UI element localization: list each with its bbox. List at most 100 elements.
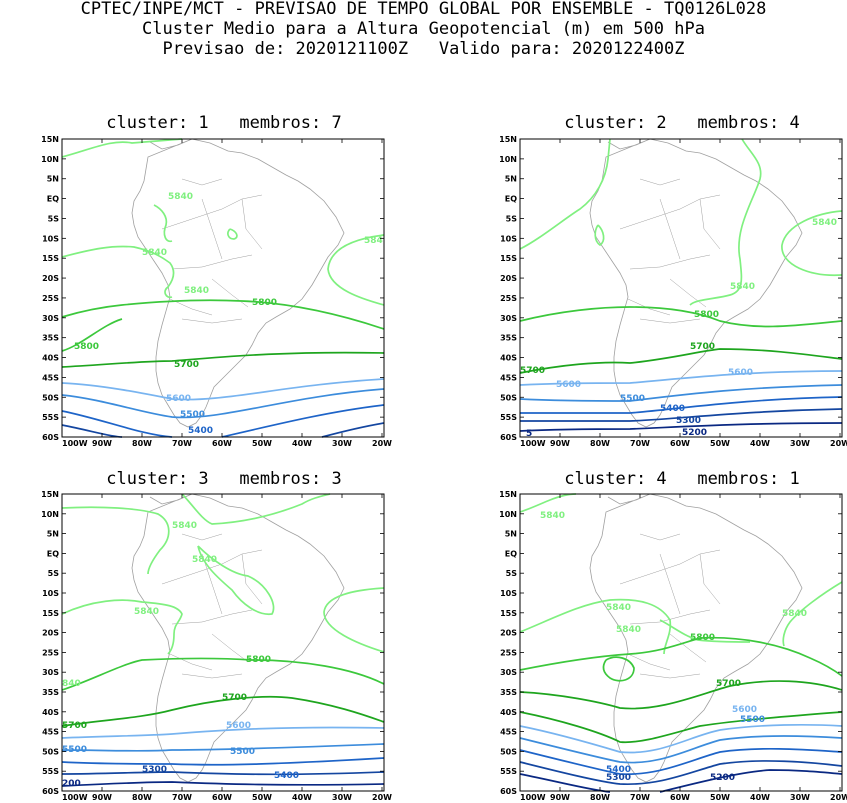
lat-label: 60S <box>42 433 59 442</box>
country-border <box>639 533 681 541</box>
contour-label: 5300 <box>606 773 631 783</box>
lon-label: 80W <box>132 793 152 802</box>
lat-label: 15N <box>41 135 59 144</box>
contour-label: 5700 <box>520 366 545 376</box>
lat-label: EQ <box>47 195 59 204</box>
country-border <box>639 318 701 324</box>
contour-label: 5700 <box>174 360 199 370</box>
contour-label: 584 <box>364 236 383 246</box>
contour-label: 5200 <box>682 428 707 438</box>
contour-label: 5800 <box>246 655 271 665</box>
lat-label: 40S <box>42 354 59 363</box>
contour-5400 <box>61 404 385 438</box>
lat-label: 40S <box>500 708 517 717</box>
country-border <box>161 194 263 230</box>
contour-5800 <box>519 636 843 677</box>
lon-label: 80W <box>132 439 152 448</box>
lat-label: 5S <box>506 569 518 578</box>
lon-label: 60W <box>212 793 232 802</box>
contour-5800 <box>61 318 123 352</box>
lat-label: 25S <box>42 648 59 657</box>
lat-label: 30S <box>42 314 59 323</box>
country-border <box>629 254 711 270</box>
lat-label: 25S <box>42 294 59 303</box>
contour-label: 5600 <box>732 705 757 715</box>
panel-1-map: 5840 5840 584 5840 5800 5800 5700 5600 5500 5400 1… <box>41 135 392 448</box>
contour-label: 5840 <box>540 511 565 521</box>
contour-5300 <box>519 760 843 786</box>
contour-5600 <box>61 726 385 739</box>
country-border <box>629 609 711 625</box>
lat-label: 40S <box>42 708 59 717</box>
lon-label: 60W <box>212 439 232 448</box>
contour-5840 <box>61 506 170 575</box>
lon-label: 90W <box>550 439 570 448</box>
contour-5400 <box>519 396 843 414</box>
country-border <box>619 194 721 230</box>
map-frame <box>61 138 385 438</box>
contour-5500 <box>519 735 843 764</box>
contour-label: 5 <box>526 429 532 439</box>
lon-label: 20W <box>372 793 392 802</box>
contour-5200 <box>61 781 385 787</box>
contour-5700 <box>61 351 385 368</box>
contour-label: 5400 <box>606 765 631 775</box>
contour-label: 5800 <box>74 342 99 352</box>
lon-label: 40W <box>292 439 312 448</box>
country-border <box>639 673 701 679</box>
lat-label: 50S <box>500 393 517 402</box>
lat-label: 60S <box>500 787 517 796</box>
contour-5840 <box>197 545 275 615</box>
panel-3-title: cluster: 3 membros: 3 <box>106 469 342 489</box>
lon-label: 20W <box>830 439 847 448</box>
lon-label: 70W <box>630 439 650 448</box>
lat-label: 15S <box>500 254 517 263</box>
lon-label: 40W <box>292 793 312 802</box>
contour-5840 <box>323 587 385 653</box>
contour-5400 <box>519 747 843 775</box>
contour-5840 <box>61 245 175 299</box>
contour-5300 <box>61 771 385 776</box>
lat-label: 5N <box>505 530 517 539</box>
lat-label: EQ <box>47 549 59 558</box>
country-border <box>627 298 671 316</box>
contour-5840 <box>689 138 762 306</box>
contour-5840 <box>594 224 605 247</box>
header-line-1: CPTEC/INPE/MCT - PREVISAO DE TEMPO GLOBA… <box>80 0 767 19</box>
lat-label: 15S <box>42 254 59 263</box>
contour-label: 5600 <box>556 380 581 390</box>
country-border <box>181 533 223 541</box>
lon-label: 30W <box>332 793 352 802</box>
contour-label: 5400 <box>188 426 213 436</box>
contour-label: 840 <box>62 679 81 689</box>
contour-label: 5800 <box>694 310 719 320</box>
lat-label: 45S <box>500 728 517 737</box>
lon-label: 70W <box>172 793 192 802</box>
lon-label: 70W <box>172 439 192 448</box>
lat-label: EQ <box>505 195 517 204</box>
contour-5840 <box>781 210 843 277</box>
lon-label: 50W <box>252 439 272 448</box>
lat-label: 50S <box>42 393 59 402</box>
contour-label: 5700 <box>690 342 715 352</box>
contour-label: 5600 <box>166 394 191 404</box>
contour-label: 5500 <box>230 747 255 757</box>
contour-label: 5840 <box>172 521 197 531</box>
contour-5600 <box>519 723 843 754</box>
lon-label: 40W <box>750 439 770 448</box>
country-border <box>241 198 263 250</box>
lat-label: 20S <box>42 274 59 283</box>
contour-5700 <box>519 711 843 744</box>
contour-label: 5840 <box>616 625 641 635</box>
lon-label: 60W <box>670 439 690 448</box>
contour-5840 <box>153 204 173 243</box>
lat-label: EQ <box>505 549 517 558</box>
lon-label: 100W <box>62 439 88 448</box>
contour-label: 5840 <box>168 192 193 202</box>
contour-label: 5600 <box>728 368 753 378</box>
map-frame <box>61 493 385 792</box>
country-border <box>659 198 681 260</box>
contour-label: 5200 <box>710 773 735 783</box>
lon-label: 20W <box>830 793 847 802</box>
country-border <box>639 178 681 186</box>
